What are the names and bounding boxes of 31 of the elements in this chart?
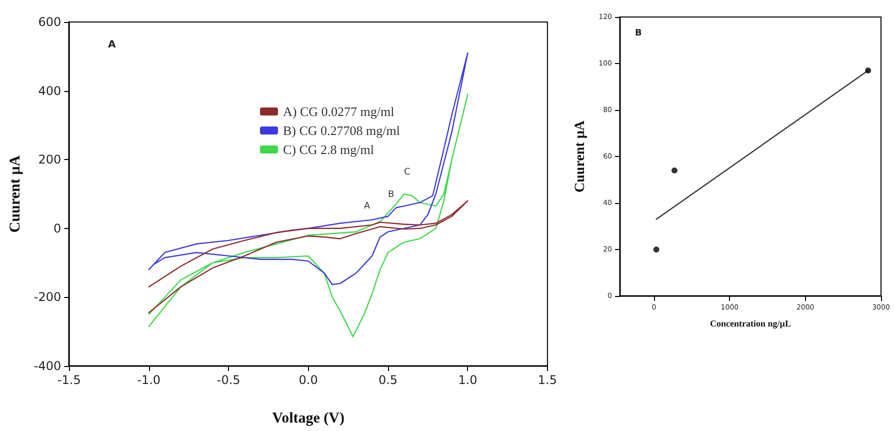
x-tick-label: 1.0 bbox=[458, 373, 478, 387]
y-axis-title: Cuurent µA bbox=[573, 120, 588, 192]
x-tick-label: -1.5 bbox=[57, 373, 81, 387]
y-tick-label: 600 bbox=[38, 15, 62, 29]
x-tick-label: 0.5 bbox=[378, 373, 398, 387]
point bbox=[865, 67, 872, 74]
legend-label: C) CG 2.8 mg/ml bbox=[283, 142, 374, 157]
x-axis-title: Voltage (V) bbox=[272, 410, 344, 426]
legend-label: B) CG 0.27708 mg/ml bbox=[283, 123, 400, 138]
annotation: A bbox=[364, 202, 372, 212]
x-tick-label: 0.0 bbox=[298, 373, 318, 387]
annotation: C bbox=[404, 168, 410, 178]
y-tick-label: -400 bbox=[34, 359, 62, 373]
line-series bbox=[148, 94, 468, 338]
point bbox=[653, 246, 660, 252]
annotation: B bbox=[388, 190, 394, 200]
x-tick-label: 1.5 bbox=[538, 373, 558, 387]
line-series bbox=[148, 200, 468, 314]
annotation: B bbox=[635, 28, 642, 38]
x-tick-label: -0.5 bbox=[216, 373, 240, 387]
x-axis-title: Concentration ng/µL bbox=[710, 318, 791, 328]
y-axis-title: Cuurent µA bbox=[8, 155, 24, 233]
line-series bbox=[148, 52, 468, 286]
y-tick-label: 400 bbox=[38, 84, 62, 98]
y-tick-label: 200 bbox=[38, 152, 62, 167]
annotation: A bbox=[108, 40, 116, 50]
point bbox=[671, 167, 678, 174]
legend-label: A) CG 0.0277 mg/ml bbox=[283, 104, 395, 119]
y-tick-label: -200 bbox=[34, 290, 62, 304]
x-tick-label: -1.0 bbox=[137, 373, 161, 387]
y-tick-label: 0 bbox=[53, 221, 62, 236]
